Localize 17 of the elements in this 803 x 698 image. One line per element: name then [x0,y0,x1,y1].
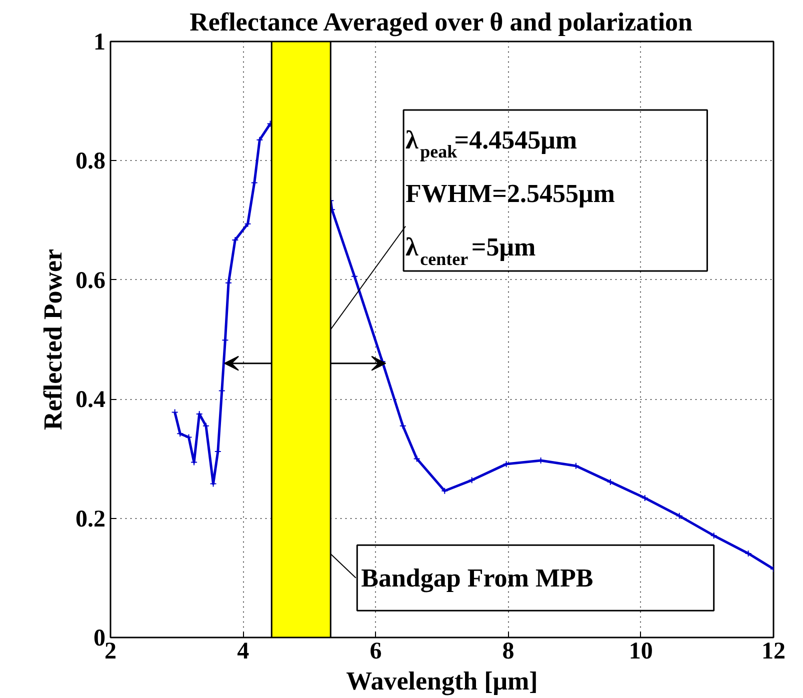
x-tick-label: 12 [762,638,786,664]
x-tick-label: 8 [502,638,514,664]
x-tick-label: 2 [104,638,116,664]
y-axis-title: Reflected Power [38,248,68,430]
x-tick-label: 6 [370,638,382,664]
y-tick-label: 0 [94,626,106,652]
x-axis-title: Wavelength [μm] [346,666,538,696]
annotation: Bandgap From MPB [361,563,594,592]
x-tick-label: 4 [237,638,250,664]
x-tick-label: 10 [628,638,653,664]
y-tick-label: 1 [94,30,106,56]
y-tick-label: 0.8 [76,148,106,175]
annotation: FWHM=2.5455μm [406,178,616,208]
y-tick-label: 0.4 [76,387,106,414]
y-tick-label: 0.6 [76,268,106,294]
y-tick-label: 0.2 [76,506,106,532]
chart-title: Reflectance Averaged over θ and polarization [190,8,694,36]
